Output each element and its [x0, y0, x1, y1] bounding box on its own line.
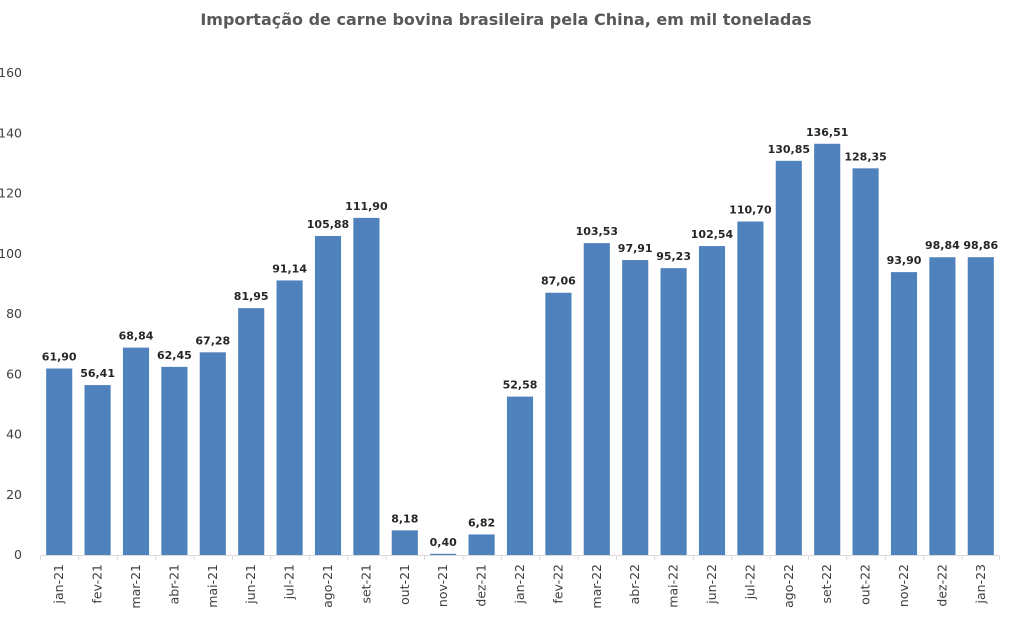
y-tick-label: 80	[6, 306, 22, 321]
data-label: 98,86	[963, 239, 998, 252]
bar	[353, 217, 380, 555]
bar	[775, 160, 802, 555]
data-label: 136,51	[806, 126, 848, 139]
bar	[314, 236, 342, 555]
bars	[46, 143, 994, 556]
bar	[238, 308, 265, 555]
x-tick-label: jun-21	[243, 564, 258, 605]
data-label: 128,35	[844, 150, 886, 163]
bar	[545, 292, 572, 555]
x-tick-label: jul-22	[742, 564, 757, 600]
x-tick-label: ago-21	[320, 564, 335, 608]
data-label: 8,18	[391, 512, 418, 525]
data-label: 62,45	[157, 349, 192, 362]
bar	[814, 143, 841, 556]
y-tick-label: 0	[14, 547, 22, 562]
x-tick-label: mai-22	[666, 564, 681, 608]
chart-title: Importação de carne bovina brasileira pe…	[200, 10, 812, 29]
y-tick-label: 120	[0, 186, 22, 201]
x-tick-label: out-21	[397, 564, 412, 605]
data-label: 103,53	[576, 225, 618, 238]
x-tick-label: nov-21	[435, 564, 450, 607]
bar	[622, 260, 649, 555]
bar	[852, 168, 879, 555]
x-tick-label: set-21	[358, 564, 373, 604]
data-label: 56,41	[80, 367, 115, 380]
bar	[890, 272, 918, 555]
x-axis: jan-21 fev-21 mar-21 abr-21 mai-21 jun-21 jul-…	[40, 555, 1000, 609]
data-label: 81,95	[234, 290, 269, 303]
data-label: 67,28	[195, 334, 230, 347]
data-label: 61,90	[42, 351, 77, 364]
data-label: 68,84	[119, 330, 154, 343]
data-label: 105,88	[307, 218, 349, 231]
bar	[967, 257, 994, 555]
x-tick-label: mar-22	[589, 564, 604, 609]
x-tick-label: jan-21	[51, 564, 66, 604]
bar	[506, 396, 534, 555]
bar	[84, 385, 111, 555]
x-tick-label: mai-21	[205, 564, 220, 608]
bar	[46, 368, 73, 555]
data-label: 93,90	[887, 254, 922, 267]
x-tick-label: dez-22	[934, 564, 949, 607]
x-tick-label: abr-21	[166, 564, 181, 604]
bar	[122, 347, 150, 555]
y-tick-label: 140	[0, 125, 22, 140]
x-tick-label: ago-22	[781, 564, 796, 608]
y-axis: 0 20 40 60 80 100 120 140 160	[0, 65, 22, 562]
bar	[161, 366, 188, 555]
x-tick-label: jan-22	[512, 564, 527, 604]
data-label: 87,06	[541, 275, 576, 288]
y-tick-label: 20	[6, 487, 22, 502]
y-tick-label: 40	[6, 427, 22, 442]
bar	[660, 268, 687, 555]
data-label: 95,23	[656, 250, 691, 263]
data-label: 97,91	[618, 242, 653, 255]
y-tick-label: 160	[0, 65, 22, 80]
data-label: 91,14	[272, 262, 307, 275]
x-tick-label: nov-22	[896, 564, 911, 607]
data-label: 110,70	[729, 204, 772, 217]
data-label: 52,58	[503, 379, 538, 392]
data-label: 0,40	[430, 536, 457, 549]
x-tick-label: dez-21	[474, 564, 489, 607]
bar	[929, 257, 956, 555]
data-label: 102,54	[691, 228, 734, 241]
bar	[199, 352, 226, 555]
bar	[468, 534, 495, 555]
x-tick-label: jun-22	[704, 564, 719, 605]
bar	[430, 553, 457, 555]
bar	[276, 280, 303, 555]
x-tick-label: fev-22	[550, 564, 565, 604]
bar	[583, 243, 610, 555]
data-label: 6,82	[468, 516, 495, 529]
data-label: 98,84	[925, 239, 960, 252]
x-tick-label: abr-22	[627, 564, 642, 604]
x-tick-label: mar-21	[128, 564, 143, 609]
x-tick-label: out-22	[858, 564, 873, 605]
data-label: 111,90	[345, 200, 388, 213]
x-tick-label: jul-21	[282, 564, 297, 600]
bar	[698, 246, 726, 555]
y-tick-label: 60	[6, 366, 22, 381]
x-tick-label: jan-23	[973, 564, 988, 604]
y-tick-label: 100	[0, 246, 22, 261]
bar	[391, 530, 418, 555]
x-tick-label: fev-21	[90, 564, 105, 604]
x-tick-label: set-22	[819, 564, 834, 604]
data-label: 130,85	[768, 143, 810, 156]
bar	[737, 221, 764, 556]
